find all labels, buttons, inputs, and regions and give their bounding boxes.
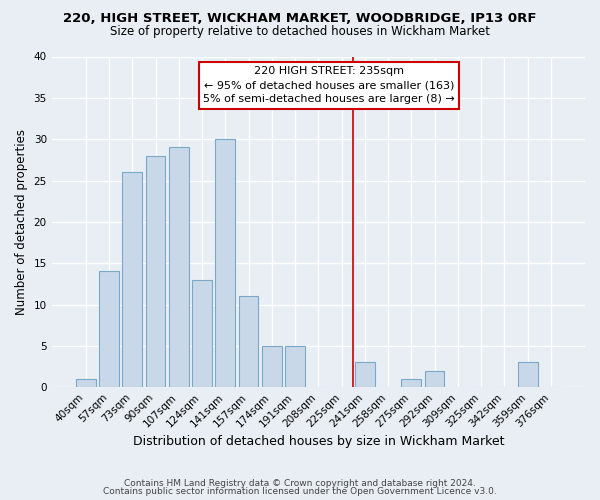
Text: Contains public sector information licensed under the Open Government Licence v3: Contains public sector information licen…: [103, 487, 497, 496]
Bar: [401, 379, 421, 387]
Text: 220, HIGH STREET, WICKHAM MARKET, WOODBRIDGE, IP13 0RF: 220, HIGH STREET, WICKHAM MARKET, WOODBR…: [63, 12, 537, 26]
Y-axis label: Number of detached properties: Number of detached properties: [15, 129, 28, 315]
X-axis label: Distribution of detached houses by size in Wickham Market: Distribution of detached houses by size …: [133, 434, 504, 448]
Bar: [99, 272, 119, 387]
Bar: [425, 370, 445, 387]
Bar: [169, 148, 188, 387]
Bar: [239, 296, 259, 387]
Bar: [215, 139, 235, 387]
Text: Size of property relative to detached houses in Wickham Market: Size of property relative to detached ho…: [110, 25, 490, 38]
Bar: [76, 379, 95, 387]
Bar: [146, 156, 166, 387]
Bar: [518, 362, 538, 387]
Text: 220 HIGH STREET: 235sqm
← 95% of detached houses are smaller (163)
5% of semi-de: 220 HIGH STREET: 235sqm ← 95% of detache…: [203, 66, 455, 104]
Bar: [262, 346, 282, 387]
Text: Contains HM Land Registry data © Crown copyright and database right 2024.: Contains HM Land Registry data © Crown c…: [124, 478, 476, 488]
Bar: [192, 280, 212, 387]
Bar: [122, 172, 142, 387]
Bar: [355, 362, 375, 387]
Bar: [285, 346, 305, 387]
